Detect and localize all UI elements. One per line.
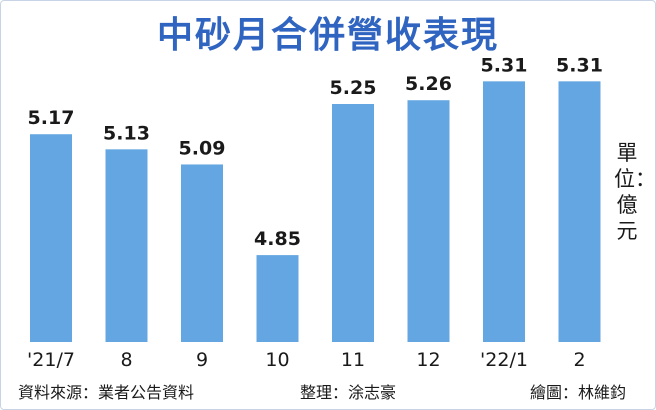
bar-5	[407, 100, 450, 342]
value-label-7: 5.31	[556, 54, 603, 76]
unit-label: 單位：億元	[614, 141, 656, 243]
x-tick-label-7: 2	[573, 349, 585, 371]
bar-4	[332, 104, 374, 342]
value-label-0: 5.17	[28, 107, 75, 129]
chart-title: 中砂月合併營收表現	[156, 15, 499, 56]
bar-3	[256, 255, 299, 342]
bar-0	[30, 134, 72, 342]
bar-7	[558, 81, 601, 342]
x-tick-label-2: 9	[196, 349, 208, 371]
bar-1	[105, 149, 148, 342]
value-label-5: 5.26	[405, 73, 452, 95]
value-label-2: 5.09	[179, 137, 226, 159]
x-tick-label-4: 11	[341, 349, 365, 371]
value-label-4: 5.25	[330, 77, 377, 99]
x-tick-label-5: 12	[416, 349, 440, 371]
value-label-3: 4.85	[254, 228, 301, 250]
editor-note: 整理：涂志豪	[300, 383, 397, 402]
x-tick-label-0: '21/7	[27, 349, 75, 371]
x-tick-label-1: 8	[120, 349, 132, 371]
value-label-6: 5.31	[481, 54, 528, 76]
bar-2	[181, 164, 223, 342]
bar-6	[483, 81, 525, 342]
x-tick-label-3: 10	[265, 349, 289, 371]
x-tick-label-6: '22/1	[480, 349, 528, 371]
graphic-credit: 繪圖：林維鈞	[530, 383, 627, 402]
value-label-1: 5.13	[103, 122, 150, 144]
source-note: 資料來源：業者公告資料	[18, 383, 195, 402]
